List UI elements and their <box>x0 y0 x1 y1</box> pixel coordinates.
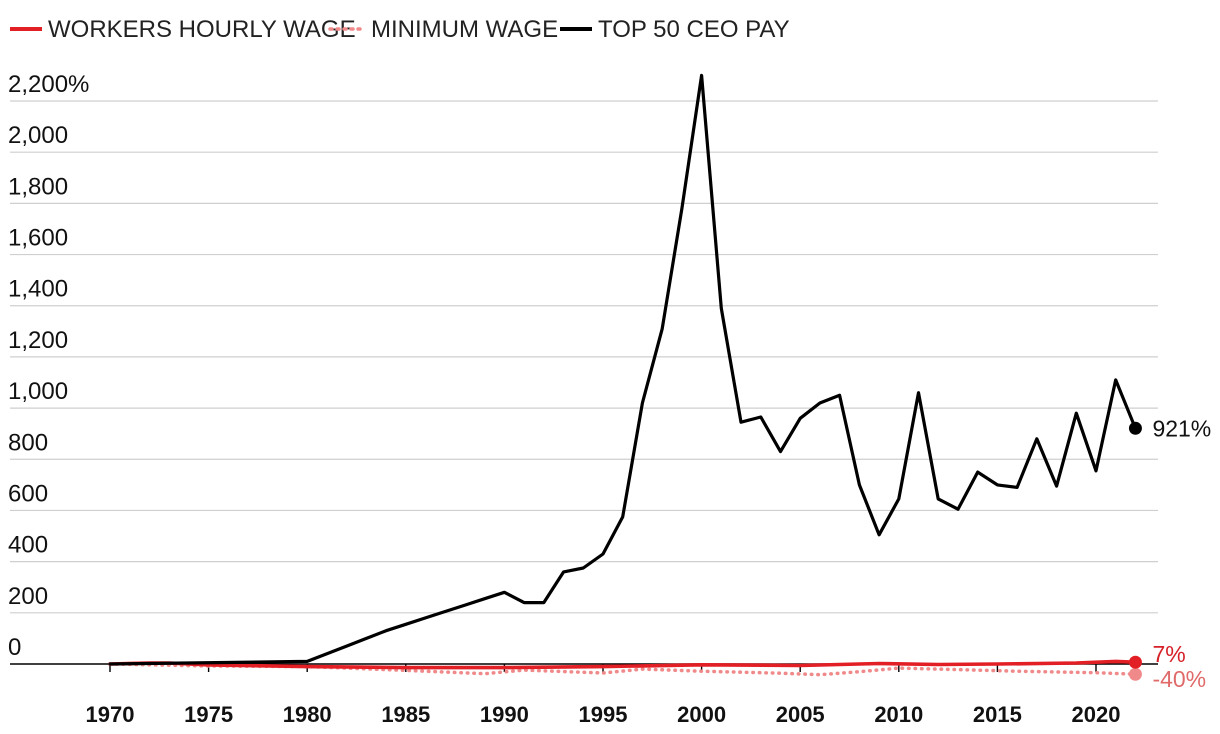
x-tick-label-1980: 1980 <box>283 702 332 727</box>
legend-item-workers: WORKERS HOURLY WAGE <box>10 16 356 43</box>
y-tick-label-1400: 1,400 <box>8 276 68 303</box>
y-tick-label-400: 400 <box>8 532 48 559</box>
x-tick-label-2020: 2020 <box>1072 702 1121 727</box>
legend-label-minimum: MINIMUM WAGE <box>371 16 558 43</box>
x-tick-label-2010: 2010 <box>874 702 923 727</box>
x-tick-label-1995: 1995 <box>579 702 628 727</box>
end-label-minimum-wage: -40% <box>1152 666 1206 692</box>
gridlines <box>10 100 1158 665</box>
legend-label-ceo: TOP 50 CEO PAY <box>598 16 790 43</box>
x-tick-label-2015: 2015 <box>973 702 1022 727</box>
end-point-top-50-ceo-pay <box>1128 421 1142 435</box>
x-axis-ticks: 1970 1975 1980 1985 1990 1995 2000 2005 2010 2015… <box>86 664 1121 727</box>
legend-label-workers: WORKERS HOURLY WAGE <box>48 16 356 43</box>
y-tick-label-800: 800 <box>8 429 48 456</box>
end-label-top-50-ceo-pay: 921% <box>1152 415 1211 441</box>
y-tick-label-2000: 2,000 <box>8 122 68 149</box>
y-tick-label-1800: 1,800 <box>8 173 68 200</box>
y-tick-label-1200: 1,200 <box>8 327 68 354</box>
y-tick-label-1600: 1,600 <box>8 225 68 252</box>
x-tick-label-1975: 1975 <box>184 702 233 727</box>
series-lines <box>108 73 1138 677</box>
end-label-workers-hourly-wage: 7% <box>1152 641 1185 667</box>
x-tick-label-1985: 1985 <box>381 702 430 727</box>
y-tick-label-0: 0 <box>8 634 21 661</box>
series-line-top-50-ceo-pay <box>108 73 1137 666</box>
legend-item-minimum: MINIMUM WAGE <box>328 16 558 43</box>
y-tick-label-200: 200 <box>8 583 48 610</box>
y-tick-label-2200: 2,200% <box>8 71 89 98</box>
legend: WORKERS HOURLY WAGE MINIMUM WAGE TOP 50 … <box>10 16 790 43</box>
end-point-minimum-wage <box>1128 667 1142 681</box>
end-point-workers-hourly-wage <box>1128 655 1142 669</box>
x-tick-label-1990: 1990 <box>480 702 529 727</box>
legend-item-ceo: TOP 50 CEO PAY <box>560 16 790 43</box>
y-tick-label-1000: 1,000 <box>8 378 68 405</box>
y-tick-label-600: 600 <box>8 480 48 507</box>
x-tick-label-2005: 2005 <box>776 702 825 727</box>
y-axis-ticks: 0 200 400 600 800 1,000 1,200 1,400 1,600 1,800 2,… <box>8 71 89 661</box>
x-tick-label-2000: 2000 <box>677 702 726 727</box>
x-tick-label-1970: 1970 <box>86 702 135 727</box>
end-markers: 7%-40% 921% <box>1128 415 1211 692</box>
